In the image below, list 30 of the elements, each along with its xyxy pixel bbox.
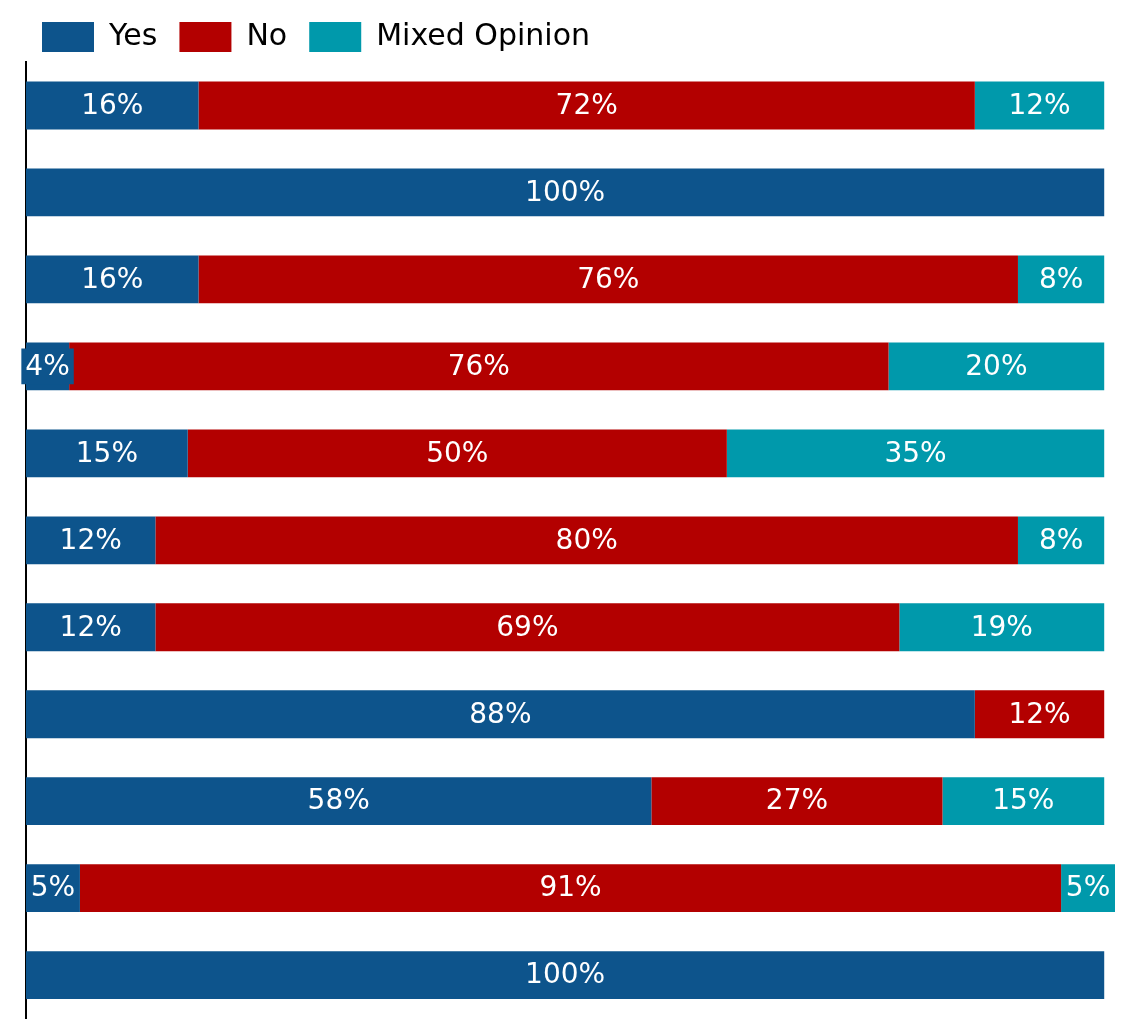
data-label: 12% — [59, 522, 122, 556]
data-label: 12% — [1008, 87, 1071, 121]
data-label: 8% — [1038, 261, 1084, 295]
data-label: 8% — [1038, 522, 1084, 556]
data-label: 100% — [525, 174, 606, 208]
data-label: 88% — [469, 696, 532, 730]
data-label: 100% — [525, 957, 606, 991]
data-label: 12% — [59, 609, 122, 643]
data-label: 20% — [965, 348, 1028, 382]
data-label: 12% — [1008, 696, 1071, 730]
data-label: 16% — [81, 261, 144, 295]
data-label: 19% — [970, 609, 1033, 643]
data-label: 5% — [1065, 870, 1111, 904]
data-label: 76% — [447, 348, 510, 382]
legend-label: No — [246, 16, 288, 52]
legend-label: Yes — [108, 16, 158, 52]
legend-label: Mixed Opinion — [376, 16, 591, 52]
data-label: 15% — [75, 435, 138, 469]
data-label: 91% — [539, 870, 602, 904]
data-label: 50% — [426, 435, 489, 469]
data-label: 76% — [577, 261, 640, 295]
data-label: 58% — [307, 783, 370, 817]
data-label: 5% — [30, 870, 76, 904]
data-label: 80% — [555, 522, 618, 556]
data-label: 15% — [992, 783, 1055, 817]
data-label: 35% — [884, 435, 947, 469]
data-label: 72% — [555, 87, 618, 121]
data-label: 27% — [765, 783, 829, 817]
data-label: 16% — [81, 87, 144, 121]
data-label: 69% — [496, 609, 559, 643]
